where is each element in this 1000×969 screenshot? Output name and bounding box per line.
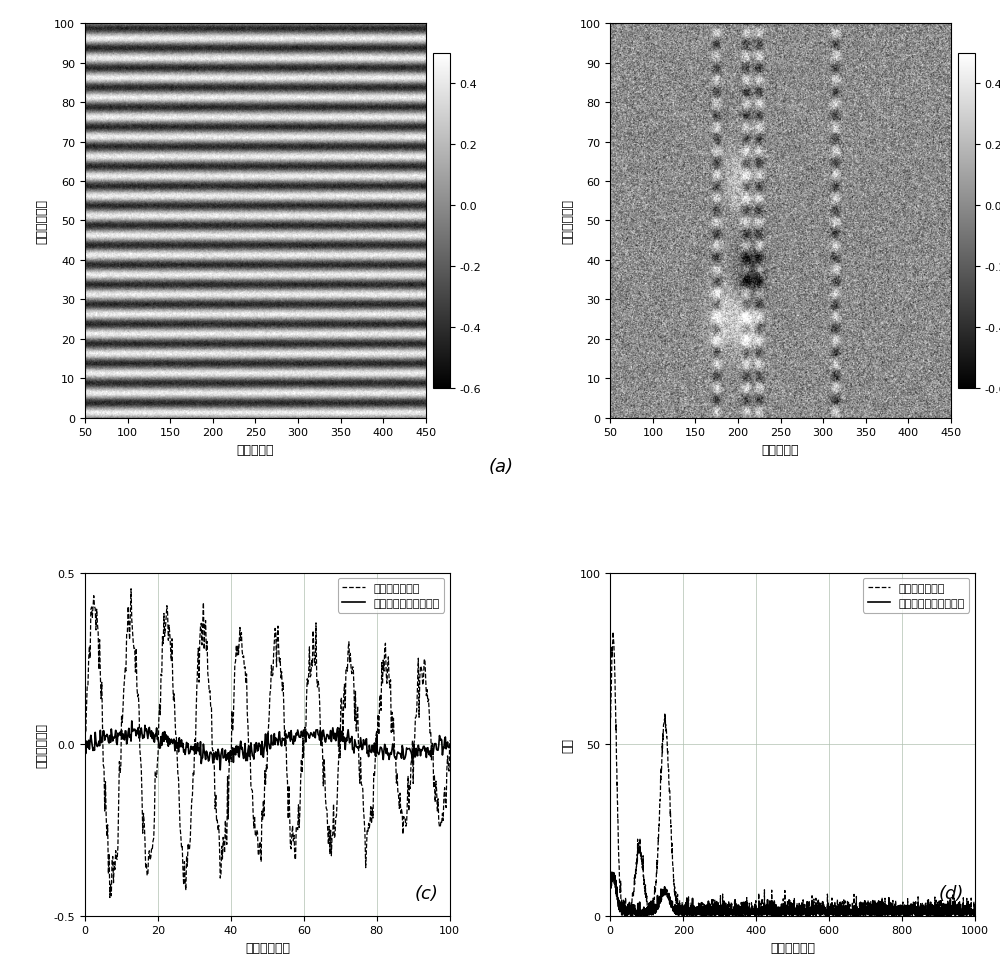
含共模噪声信号: [254, 836, 266, 848]
X-axis label: 长度（米）: 长度（米）: [762, 444, 799, 456]
滤除共模噪声后的信号: [379, 741, 391, 753]
滤除共模噪声后的信号: [436, 749, 448, 761]
Text: (d): (d): [939, 884, 964, 902]
滤除共模噪声后的信号: [959, 902, 971, 914]
滤除共模噪声后的信号: [623, 903, 635, 915]
含共模噪声信号: [278, 702, 290, 713]
含共模噪声信号: [782, 897, 794, 909]
含共模噪声信号: [379, 638, 391, 649]
含共模噪声信号: [256, 805, 268, 817]
含共模噪声信号: [298, 752, 310, 764]
Legend: 含共模噪声信号, 滤除共模噪声后的信号: 含共模噪声信号, 滤除共模噪声后的信号: [863, 578, 969, 613]
滤除共模噪声后的信号: [79, 731, 91, 742]
含共模噪声信号: [125, 583, 137, 595]
X-axis label: 长度（米）: 长度（米）: [237, 444, 274, 456]
滤除共模噪声后的信号: [959, 908, 971, 920]
Y-axis label: 时间（毫秒）: 时间（毫秒）: [36, 199, 49, 244]
滤除共模噪声后的信号: [969, 901, 981, 913]
Text: (c): (c): [415, 884, 439, 902]
Line: 滤除共模噪声后的信号: 滤除共模噪声后的信号: [610, 872, 975, 916]
滤除共模噪声后的信号: [782, 908, 794, 920]
Line: 含共模噪声信号: 含共模噪声信号: [610, 632, 975, 916]
含共模噪声信号: [832, 910, 844, 922]
滤除共模噪声后的信号: [254, 740, 266, 752]
滤除共模噪声后的信号: [214, 765, 226, 776]
滤除共模噪声后的信号: [126, 715, 138, 727]
滤除共模噪声后的信号: [444, 742, 456, 754]
滤除共模噪声后的信号: [604, 880, 616, 891]
Line: 含共模噪声信号: 含共模噪声信号: [85, 589, 450, 897]
滤除共模噪声后的信号: [892, 900, 904, 912]
含共模噪声信号: [607, 626, 619, 638]
含共模噪声信号: [604, 734, 616, 745]
Y-axis label: 时间（毫秒）: 时间（毫秒）: [561, 199, 574, 244]
滤除共模噪声后的信号: [256, 735, 268, 747]
含共模噪声信号: [623, 897, 635, 909]
滤除共模噪声后的信号: [298, 725, 310, 736]
含共模噪声信号: [969, 906, 981, 918]
X-axis label: 时间（毫秒）: 时间（毫秒）: [245, 941, 290, 953]
含共模噪声信号: [79, 715, 91, 727]
Legend: 含共模噪声信号, 滤除共模噪声后的信号: 含共模噪声信号, 滤除共模噪声后的信号: [338, 578, 444, 613]
含共模噪声信号: [959, 909, 971, 921]
Y-axis label: 幅度（弧度）: 幅度（弧度）: [35, 722, 48, 766]
Text: (a): (a): [488, 457, 513, 476]
滤除共模噪声后的信号: [606, 866, 618, 878]
Line: 滤除共模噪声后的信号: 滤除共模噪声后的信号: [85, 721, 450, 770]
含共模噪声信号: [772, 907, 784, 919]
含共模噪声信号: [104, 891, 116, 903]
滤除共模噪声后的信号: [949, 910, 961, 922]
含共模噪声信号: [436, 808, 448, 820]
滤除共模噪声后的信号: [278, 734, 290, 745]
滤除共模噪声后的信号: [772, 902, 784, 914]
含共模噪声信号: [892, 902, 904, 914]
含共模噪声信号: [444, 735, 456, 746]
含共模噪声信号: [959, 907, 971, 919]
Y-axis label: 幅度: 幅度: [561, 736, 574, 752]
X-axis label: 频率（赫兹）: 频率（赫兹）: [770, 941, 815, 953]
